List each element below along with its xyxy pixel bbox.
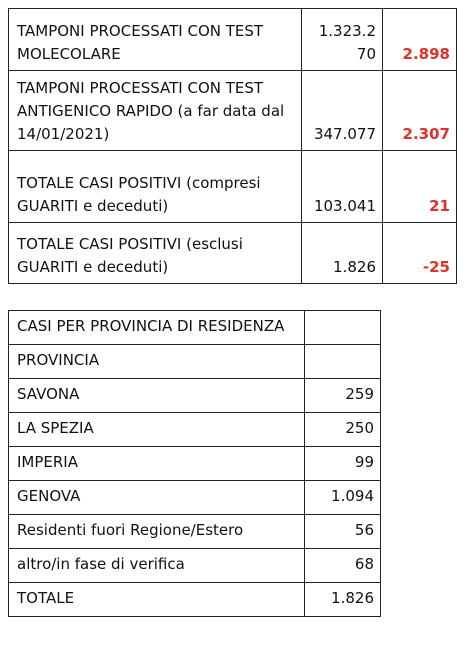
column-header: PROVINCIA: [8, 344, 305, 379]
daily-change: 2.898: [382, 8, 457, 71]
table-row: CASI PER PROVINCIA DI RESIDENZA: [8, 310, 381, 345]
total-value: 103.041: [301, 150, 383, 223]
province-name: altro/in fase di verifica: [8, 548, 305, 583]
case-count: 99: [304, 446, 381, 481]
province-name: LA SPEZIA: [8, 412, 305, 447]
table-row: TOTALE CASI POSITIVI (esclusi GUARITI e …: [8, 222, 457, 284]
row-label: TOTALE CASI POSITIVI (compresi GUARITI e…: [8, 150, 302, 223]
case-count: 1.094: [304, 480, 381, 515]
province-name: TOTALE: [8, 582, 305, 617]
daily-change: 2.307: [382, 70, 457, 151]
table-row: TAMPONI PROCESSATI CON TEST ANTIGENICO R…: [8, 70, 457, 151]
total-value: 1.323.270: [301, 8, 383, 71]
case-count: 56: [304, 514, 381, 549]
table-row: Residenti fuori Regione/Estero 56: [8, 514, 381, 549]
table-row: PROVINCIA: [8, 344, 381, 379]
province-table: CASI PER PROVINCIA DI RESIDENZA PROVINCIA…: [8, 310, 381, 617]
daily-change: -25: [382, 222, 457, 284]
province-name: IMPERIA: [8, 446, 305, 481]
table-row: GENOVA 1.094: [8, 480, 381, 515]
province-name: GENOVA: [8, 480, 305, 515]
empty-cell: [304, 310, 381, 345]
table-row: TAMPONI PROCESSATI CON TEST MOLECOLARE 1.…: [8, 8, 457, 71]
row-label: TAMPONI PROCESSATI CON TEST MOLECOLARE: [8, 8, 302, 71]
total-value: 347.077: [301, 70, 383, 151]
table-row: SAVONA 259: [8, 378, 381, 413]
table-title: CASI PER PROVINCIA DI RESIDENZA: [8, 310, 305, 345]
province-name: Residenti fuori Regione/Estero: [8, 514, 305, 549]
table-row: TOTALE CASI POSITIVI (compresi GUARITI e…: [8, 150, 457, 223]
table-row: TOTALE 1.826: [8, 582, 381, 617]
table-row: IMPERIA 99: [8, 446, 381, 481]
summary-table: TAMPONI PROCESSATI CON TEST MOLECOLARE 1.…: [8, 8, 457, 284]
case-count: 259: [304, 378, 381, 413]
table-row: LA SPEZIA 250: [8, 412, 381, 447]
total-value: 1.826: [301, 222, 383, 284]
case-count: 68: [304, 548, 381, 583]
case-count: 250: [304, 412, 381, 447]
empty-cell: [304, 344, 381, 379]
case-count: 1.826: [304, 582, 381, 617]
row-label: TAMPONI PROCESSATI CON TEST ANTIGENICO R…: [8, 70, 302, 151]
daily-change: 21: [382, 150, 457, 223]
province-name: SAVONA: [8, 378, 305, 413]
row-label: TOTALE CASI POSITIVI (esclusi GUARITI e …: [8, 222, 302, 284]
table-row: altro/in fase di verifica 68: [8, 548, 381, 583]
